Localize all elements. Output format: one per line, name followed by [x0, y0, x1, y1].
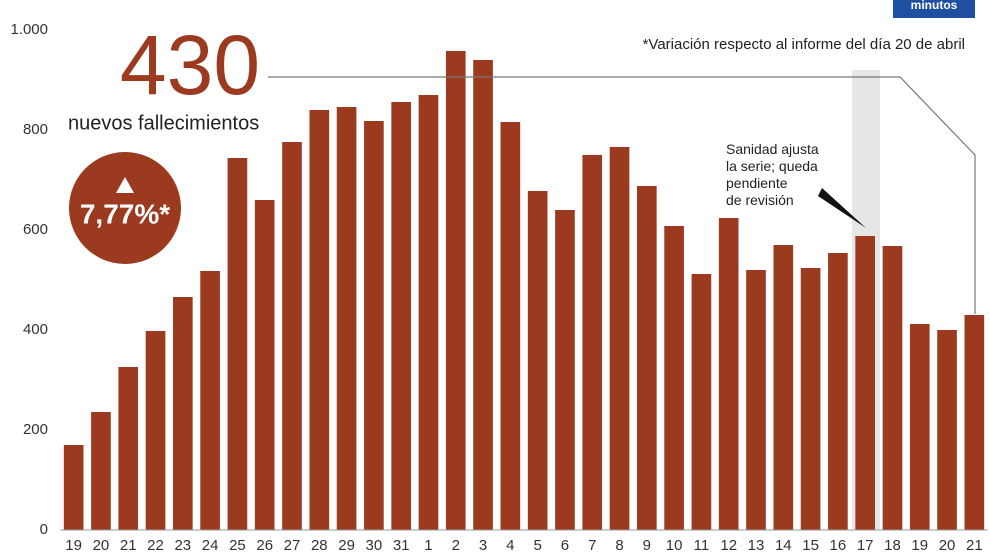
bar	[664, 226, 684, 530]
bar	[882, 246, 903, 530]
change-badge	[69, 152, 181, 264]
y-tick-label: 1.000	[10, 21, 48, 38]
bar	[636, 186, 657, 530]
y-tick-label: 400	[23, 321, 48, 338]
x-tick-label: 20	[93, 537, 110, 554]
x-tick-label: 2	[452, 537, 460, 554]
bar	[609, 147, 630, 530]
x-tick-label: 10	[666, 537, 683, 554]
x-tick-label: 8	[615, 537, 623, 554]
x-tick-label: 23	[174, 537, 191, 554]
bar	[418, 95, 439, 530]
x-tick-label: 17	[857, 537, 874, 554]
bar	[118, 367, 139, 530]
callout-line	[268, 76, 976, 314]
bar	[172, 297, 193, 530]
x-tick-label: 26	[256, 537, 273, 554]
x-tick-label: 9	[643, 537, 651, 554]
bar	[746, 270, 766, 530]
x-tick-label: 19	[65, 537, 82, 554]
bar	[91, 412, 111, 530]
callout-label: nuevos fallecimientos	[68, 112, 259, 134]
bar	[309, 110, 330, 530]
logo-box	[893, 0, 975, 18]
x-tick-label: 31	[393, 537, 410, 554]
annotation-line: pendiente	[726, 175, 788, 191]
x-tick-label: 16	[830, 537, 847, 554]
bar	[364, 121, 384, 530]
bar	[937, 330, 957, 530]
x-tick-label: 22	[147, 537, 164, 554]
y-tick-label: 0	[40, 521, 48, 538]
y-tick-label: 200	[23, 421, 48, 438]
x-tick-label: 18	[884, 537, 901, 554]
bar	[445, 51, 466, 530]
bar	[145, 331, 166, 530]
x-tick-label: 24	[202, 537, 219, 554]
x-tick-label: 14	[775, 537, 792, 554]
bar	[582, 155, 603, 530]
bar	[500, 122, 521, 530]
x-tick-label: 12	[720, 537, 737, 554]
bar	[855, 236, 876, 530]
bar	[200, 271, 220, 530]
bar	[800, 268, 821, 530]
x-tick-label: 19	[911, 537, 928, 554]
callout-value: 430	[120, 18, 260, 112]
x-tick-label: 21	[966, 537, 983, 554]
bar	[964, 315, 985, 530]
bar	[336, 107, 357, 530]
x-tick-label: 6	[561, 537, 569, 554]
bar	[555, 210, 575, 530]
x-tick-label: 11	[694, 537, 710, 554]
bar	[473, 60, 493, 530]
logo: minutos	[911, 0, 958, 12]
bar	[254, 200, 275, 530]
x-tick-label: 5	[533, 537, 541, 554]
y-tick-label: 800	[23, 121, 48, 138]
x-tick-label: 15	[802, 537, 819, 554]
x-tick-label: 21	[120, 537, 137, 554]
bar	[391, 102, 412, 530]
bar	[828, 253, 848, 530]
x-tick-label: 28	[311, 537, 328, 554]
x-tick-label: 30	[366, 537, 383, 554]
x-tick-label: 3	[479, 537, 487, 554]
bar	[909, 324, 930, 530]
bar	[718, 218, 739, 530]
bar	[527, 191, 548, 530]
footnote: *Variación respecto al informe del día 2…	[643, 36, 965, 53]
x-tick-label: 20	[939, 537, 956, 554]
x-tick-label: 1	[424, 537, 432, 554]
annotation-line: de revisión	[726, 192, 794, 208]
x-tick-label: 27	[284, 537, 301, 554]
bar	[773, 245, 794, 530]
annotation-pointer	[818, 188, 866, 228]
change-value: 7,77%*	[80, 198, 170, 229]
annotation-line: la serie; queda	[726, 158, 818, 174]
bar	[282, 142, 302, 530]
bar	[63, 445, 84, 530]
x-tick-label: 4	[506, 537, 514, 554]
y-tick-label: 600	[23, 221, 48, 238]
annotation: Sanidad ajusta la serie; queda pendiente…	[726, 141, 823, 208]
x-tick-label: 13	[748, 537, 765, 554]
bar	[227, 158, 248, 530]
bar	[691, 274, 712, 530]
annotation-line: Sanidad ajusta	[726, 141, 819, 157]
x-tick-label: 7	[588, 537, 596, 554]
x-tick-label: 25	[229, 537, 246, 554]
x-tick-label: 29	[338, 537, 355, 554]
up-arrow	[116, 177, 134, 193]
